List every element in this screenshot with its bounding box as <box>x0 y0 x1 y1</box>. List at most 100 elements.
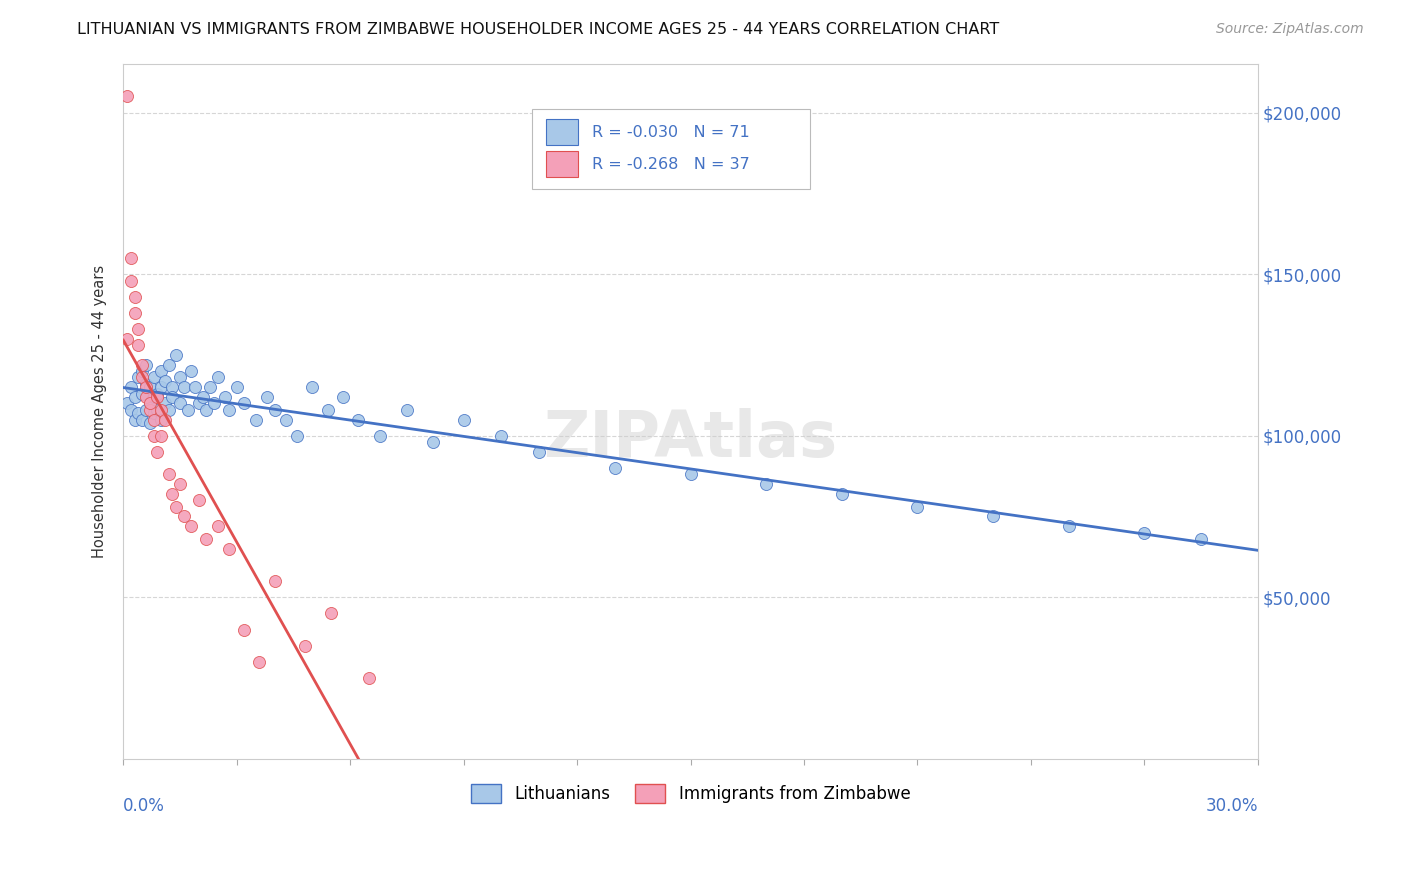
Point <box>146 402 169 417</box>
Point <box>321 607 343 621</box>
Point <box>202 396 225 410</box>
Point <box>131 358 153 372</box>
Point <box>120 251 142 265</box>
Point <box>142 412 165 426</box>
Point <box>120 274 142 288</box>
Point <box>127 338 149 352</box>
Point <box>150 380 173 394</box>
Point <box>233 623 256 637</box>
Text: Source: ZipAtlas.com: Source: ZipAtlas.com <box>1216 22 1364 37</box>
Point <box>127 322 149 336</box>
Point <box>162 380 184 394</box>
Point <box>263 574 285 588</box>
Point <box>153 412 176 426</box>
Point <box>214 390 236 404</box>
Point <box>120 380 142 394</box>
Point <box>131 364 153 378</box>
Point <box>831 487 853 501</box>
Point <box>346 412 368 426</box>
Point <box>115 396 138 410</box>
Point <box>256 390 278 404</box>
Text: LITHUANIAN VS IMMIGRANTS FROM ZIMBABWE HOUSEHOLDER INCOME AGES 25 - 44 YEARS COR: LITHUANIAN VS IMMIGRANTS FROM ZIMBABWE H… <box>77 22 1000 37</box>
Point <box>115 89 138 103</box>
Point <box>124 390 146 404</box>
Text: 30.0%: 30.0% <box>1205 797 1258 815</box>
Point <box>157 402 180 417</box>
Point <box>169 370 191 384</box>
Point <box>422 435 444 450</box>
Point <box>294 639 316 653</box>
Point <box>176 402 198 417</box>
Point <box>142 428 165 442</box>
Point <box>150 412 173 426</box>
Point <box>263 402 285 417</box>
Text: 0.0%: 0.0% <box>124 797 165 815</box>
Point <box>218 402 240 417</box>
Point <box>180 519 202 533</box>
Point <box>755 477 778 491</box>
Point <box>135 390 157 404</box>
Point <box>165 500 187 514</box>
Point <box>370 428 392 442</box>
Point <box>162 390 184 404</box>
Point <box>146 445 169 459</box>
Point <box>124 412 146 426</box>
Point <box>603 461 626 475</box>
Point <box>218 541 240 556</box>
Point <box>139 416 162 430</box>
Point <box>157 358 180 372</box>
Point <box>1133 525 1156 540</box>
Point <box>135 376 157 391</box>
Point <box>491 428 513 442</box>
Point <box>139 402 162 417</box>
Point <box>169 396 191 410</box>
Point <box>207 519 229 533</box>
Point <box>150 402 173 417</box>
Point <box>395 402 418 417</box>
Point <box>127 370 149 384</box>
FancyBboxPatch shape <box>531 109 810 189</box>
Point <box>142 390 165 404</box>
Y-axis label: Householder Income Ages 25 - 44 years: Householder Income Ages 25 - 44 years <box>93 265 107 558</box>
FancyBboxPatch shape <box>547 151 578 178</box>
Point <box>173 509 195 524</box>
Point <box>359 671 381 685</box>
Point <box>195 532 218 546</box>
Point <box>233 396 256 410</box>
Point <box>169 477 191 491</box>
Point <box>142 370 165 384</box>
Point <box>249 655 271 669</box>
Point <box>191 390 214 404</box>
Point <box>139 380 162 394</box>
Point <box>115 332 138 346</box>
Point <box>981 509 1004 524</box>
FancyBboxPatch shape <box>547 119 578 145</box>
Point <box>274 412 297 426</box>
Point <box>162 487 184 501</box>
Text: R = -0.268   N = 37: R = -0.268 N = 37 <box>592 157 749 171</box>
Point <box>153 374 176 388</box>
Point <box>135 402 157 417</box>
Point <box>285 428 308 442</box>
Point <box>225 380 247 394</box>
Point <box>135 358 157 372</box>
Point <box>1189 532 1212 546</box>
Point <box>131 386 153 401</box>
Point <box>124 290 146 304</box>
Point <box>316 402 339 417</box>
Point <box>332 390 354 404</box>
Point <box>187 493 209 508</box>
Point <box>529 445 551 459</box>
Point <box>907 500 929 514</box>
Point <box>679 467 702 482</box>
Point <box>153 396 176 410</box>
Point <box>187 396 209 410</box>
Point <box>453 412 475 426</box>
Point <box>135 380 157 394</box>
Text: R = -0.030   N = 71: R = -0.030 N = 71 <box>592 125 749 140</box>
Legend: Lithuanians, Immigrants from Zimbabwe: Lithuanians, Immigrants from Zimbabwe <box>464 777 917 810</box>
Point <box>165 348 187 362</box>
Point <box>139 396 162 410</box>
Point <box>207 370 229 384</box>
Point <box>301 380 323 394</box>
